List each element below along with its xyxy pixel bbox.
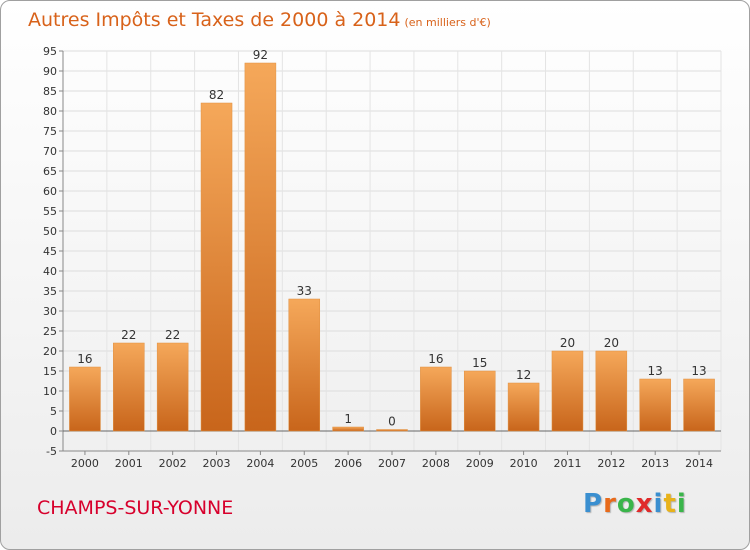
x-tick-label: 2014: [685, 457, 713, 470]
logo-letter: i: [653, 489, 664, 519]
x-tick-label: 2013: [641, 457, 669, 470]
data-label-2014: 13: [691, 364, 706, 378]
logo-letter: x: [635, 489, 654, 519]
y-tick-label: 35: [43, 285, 57, 298]
logo-letter: t: [663, 489, 677, 519]
bar-2005: [288, 298, 321, 432]
bar-2011: [551, 350, 584, 432]
chart-title: Autres Impôts et Taxes de 2000 à 2014 (en…: [28, 9, 491, 31]
chart-subtitle: (en milliers d'€): [404, 16, 491, 29]
bar-2003: [200, 102, 233, 432]
data-label-2007: 0: [388, 415, 396, 429]
y-tick-label: -5: [46, 445, 57, 458]
y-tick-label: 90: [43, 65, 57, 78]
x-tick-label: 2005: [290, 457, 318, 470]
bar-2004: [244, 62, 277, 432]
y-tick-label: 25: [43, 325, 57, 338]
data-label-2010: 12: [516, 368, 531, 382]
data-label-2005: 33: [297, 284, 312, 298]
bar-2012: [595, 350, 628, 432]
y-tick-label: 80: [43, 105, 57, 118]
x-tick-label: 2002: [159, 457, 187, 470]
y-tick-label: 15: [43, 365, 57, 378]
data-label-2009: 15: [472, 356, 487, 370]
proxiti-logo: Proxiti: [583, 489, 687, 519]
x-tick-label: 2004: [246, 457, 274, 470]
y-tick-label: 40: [43, 265, 57, 278]
y-tick-label: 55: [43, 205, 57, 218]
y-tick-label: 5: [50, 405, 57, 418]
x-tick-label: 2003: [203, 457, 231, 470]
chart-title-text: Autres Impôts et Taxes de 2000 à 2014: [28, 9, 401, 31]
logo-letter: o: [616, 489, 636, 519]
y-tick-label: 0: [50, 425, 57, 438]
data-label-2003: 82: [209, 88, 224, 102]
x-tick-label: 2001: [115, 457, 143, 470]
y-tick-label: 60: [43, 185, 57, 198]
x-tick-label: 2006: [334, 457, 362, 470]
y-tick-label: 65: [43, 165, 57, 178]
x-tick-label: 2009: [466, 457, 494, 470]
y-tick-label: 85: [43, 85, 57, 98]
logo-letter: i: [676, 489, 687, 519]
data-label-2013: 13: [648, 364, 663, 378]
data-label-2004: 92: [253, 48, 268, 62]
logo-letter: P: [583, 489, 604, 519]
data-label-2012: 20: [604, 336, 619, 350]
data-label-2000: 16: [77, 352, 92, 366]
data-labels: 16 22 22 82 92 33 1 0 16 15 12 20 20 13 13: [77, 48, 706, 429]
y-tick-label: 70: [43, 145, 57, 158]
data-label-2001: 22: [121, 328, 136, 342]
y-tick-label: 10: [43, 385, 57, 398]
y-tick-label: 75: [43, 125, 57, 138]
bar-2007: [376, 429, 408, 432]
logo-letter: r: [603, 489, 617, 519]
y-tick-label: 50: [43, 225, 57, 238]
commune-name: CHAMPS-SUR-YONNE: [37, 497, 234, 519]
data-label-2008: 16: [428, 352, 443, 366]
bar-2013: [639, 378, 671, 432]
y-tick-label: 30: [43, 305, 57, 318]
bars: [69, 62, 715, 432]
y-tick-label: 20: [43, 345, 57, 358]
y-tick-label: 95: [43, 45, 57, 58]
bar-2001: [113, 342, 145, 432]
x-tick-labels: 2000 2001 2002 2003 2004 2005 2006 2007 2008 2009…: [71, 457, 713, 470]
x-tick-label: 2007: [378, 457, 406, 470]
bar-2010: [507, 382, 540, 432]
bar-2009: [463, 370, 496, 432]
x-tick-label: 2011: [553, 457, 581, 470]
x-tick-label: 2000: [71, 457, 99, 470]
y-tick-label: 45: [43, 245, 57, 258]
bar-2008: [420, 366, 452, 432]
x-tick-label: 2010: [510, 457, 538, 470]
bar-2014: [683, 378, 715, 432]
bar-2000: [69, 366, 101, 432]
bar-2002: [156, 342, 189, 432]
y-tick-labels: -5 0 5 10 15 20 25 30 35 40 45 50 55 60 65 70 75 80 85 90 95: [43, 45, 57, 458]
x-tick-label: 2012: [597, 457, 625, 470]
data-label-2002: 22: [165, 328, 180, 342]
x-tick-label: 2008: [422, 457, 450, 470]
bar-2006: [332, 426, 364, 432]
data-label-2011: 20: [560, 336, 575, 350]
data-label-2006: 1: [344, 412, 352, 426]
